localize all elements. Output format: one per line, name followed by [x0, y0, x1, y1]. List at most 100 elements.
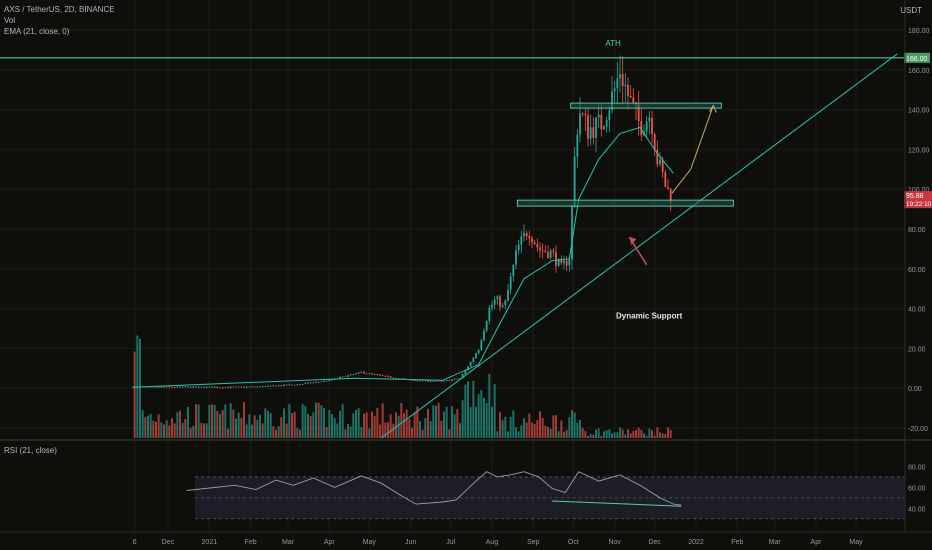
volume-bar [525, 422, 528, 438]
symbol-title[interactable]: AXS / TetherUS, 2D, BINANCE [4, 5, 115, 14]
volume-bar [539, 411, 541, 438]
price-tick-label: 40.00 [908, 307, 926, 314]
volume-bar [392, 423, 395, 438]
volume-bar [291, 413, 293, 438]
candle-body [523, 232, 525, 237]
volume-bar [499, 412, 501, 438]
support-arrow-head [629, 236, 637, 245]
volume-bar [571, 410, 573, 438]
volume-bar [232, 409, 235, 438]
candle-body [237, 386, 240, 388]
candle-body [157, 386, 160, 388]
drawings[interactable]: ATH Dynamic Support [0, 39, 905, 439]
volume-bar [555, 415, 557, 438]
volume-bar [283, 408, 285, 438]
volume-bar [261, 423, 264, 438]
volume-bar [475, 406, 477, 438]
candle-body [304, 383, 307, 385]
volume-bar [141, 410, 144, 438]
volume-bar [421, 429, 424, 438]
ath-label: ATH [605, 39, 621, 48]
volume-bar [472, 380, 475, 438]
volume-bar [331, 414, 333, 438]
volume-bar [197, 404, 200, 438]
price-tick-label: 0.00 [908, 386, 922, 393]
candle-body [163, 386, 165, 388]
volume-bar [552, 415, 555, 438]
volume-bar [248, 414, 251, 438]
volume-bar [504, 416, 507, 438]
volume-bar [285, 423, 288, 438]
candle-body [245, 386, 248, 388]
time-tick-label: Mar [282, 539, 295, 546]
volume-bar [397, 415, 400, 438]
candle-body [659, 159, 661, 165]
volume-bar [592, 434, 595, 438]
support-zone[interactable] [516, 199, 734, 207]
candle-body [525, 232, 528, 237]
volume-bar [245, 424, 248, 438]
candle-body [544, 250, 547, 253]
volume-bar [656, 427, 659, 438]
candle-body [384, 375, 387, 377]
candle-body [621, 74, 624, 87]
candle-body [448, 380, 451, 381]
volume-bar [317, 402, 320, 438]
candle-body [651, 117, 653, 135]
volume-bar [509, 416, 512, 438]
volume-bar [664, 434, 667, 438]
candle-body [248, 386, 251, 388]
volume-bar [515, 427, 517, 438]
candle-body [221, 387, 224, 389]
candle-body [227, 387, 229, 389]
volume-bar [621, 429, 624, 438]
candle-body [501, 305, 504, 307]
volume-bar [171, 418, 173, 438]
volume-bar [371, 411, 373, 438]
candle-body [488, 307, 491, 322]
candle-body [557, 258, 560, 266]
volume-bar [403, 413, 405, 438]
price-tick-label: 80.00 [908, 227, 926, 234]
candle-body [368, 373, 371, 375]
volume-bar [576, 422, 579, 438]
projection-path[interactable] [671, 105, 714, 194]
symbol-legend: AXS / TetherUS, 2D, BINANCE Vol EMA (21,… [4, 4, 115, 37]
volume-bar [400, 402, 403, 438]
volume-bar [208, 404, 211, 438]
candle-body [179, 386, 181, 388]
volume-bar [485, 403, 488, 438]
candle-body [619, 74, 621, 79]
candle-body [517, 244, 520, 251]
candle-body [301, 384, 304, 385]
volume-bar [453, 414, 456, 438]
volume-bar [181, 422, 184, 438]
volume-bar [496, 431, 499, 438]
candle-body [589, 127, 592, 139]
volume-bar [237, 412, 240, 438]
volume-bar [451, 406, 453, 438]
candle-body [640, 121, 643, 136]
candle-body [381, 375, 384, 377]
volume-bar [469, 407, 472, 438]
resistance-zone[interactable] [570, 102, 722, 109]
candle-body [504, 300, 507, 306]
candle-body [293, 384, 296, 386]
volume-bar [477, 394, 480, 438]
candle-body [195, 386, 197, 388]
rsi-legend[interactable]: RSI (21, close) [4, 446, 57, 455]
volume-bar [259, 414, 261, 438]
volume-bar [288, 404, 291, 438]
dynamic-support-trendline[interactable] [381, 53, 898, 439]
volume-legend[interactable]: Vol [4, 16, 16, 25]
time-tick-label: Aug [486, 539, 499, 546]
volume-bar [301, 404, 304, 438]
ema-legend[interactable]: EMA (21, close, 0) [4, 27, 70, 36]
rsi-divergence-line[interactable] [551, 500, 682, 507]
volume-bar [320, 405, 323, 438]
candle-body [328, 379, 331, 382]
candle-body [576, 134, 579, 157]
volume-bar [312, 412, 315, 438]
candle-body [352, 374, 355, 375]
